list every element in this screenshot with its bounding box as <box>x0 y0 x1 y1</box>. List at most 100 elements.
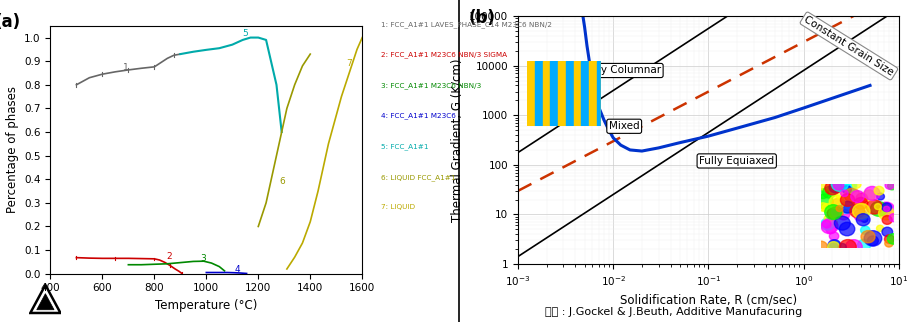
Circle shape <box>835 190 845 199</box>
Circle shape <box>829 232 839 240</box>
Text: 3: 3 <box>200 254 205 263</box>
Circle shape <box>839 222 855 236</box>
Circle shape <box>838 243 846 251</box>
Bar <box>578 61 581 126</box>
Circle shape <box>889 214 899 222</box>
Bar <box>589 61 592 126</box>
X-axis label: Temperature (°C): Temperature (°C) <box>155 299 258 312</box>
Bar <box>543 61 547 126</box>
Circle shape <box>882 216 892 224</box>
Circle shape <box>877 193 884 200</box>
Bar <box>562 61 566 126</box>
Circle shape <box>841 178 856 192</box>
Circle shape <box>834 181 844 190</box>
Circle shape <box>882 203 891 212</box>
Circle shape <box>856 214 870 226</box>
Circle shape <box>841 180 856 193</box>
Bar <box>566 61 569 126</box>
Circle shape <box>885 235 894 243</box>
Circle shape <box>864 186 880 200</box>
Circle shape <box>878 203 891 215</box>
Circle shape <box>877 225 883 232</box>
Circle shape <box>829 207 843 219</box>
Circle shape <box>817 189 829 199</box>
Bar <box>581 61 585 126</box>
Bar <box>597 61 601 126</box>
Circle shape <box>821 218 834 230</box>
Text: 5: 5 <box>243 29 249 38</box>
Circle shape <box>885 181 894 189</box>
Circle shape <box>856 193 867 204</box>
Circle shape <box>821 219 838 234</box>
Bar <box>574 61 578 126</box>
Circle shape <box>875 204 881 210</box>
Circle shape <box>851 191 864 203</box>
Circle shape <box>831 176 848 191</box>
Circle shape <box>841 194 855 206</box>
Text: 4: FCC_A1#1 M23C6: 4: FCC_A1#1 M23C6 <box>381 113 456 119</box>
Text: 6: 6 <box>279 177 285 186</box>
Circle shape <box>829 195 845 209</box>
Circle shape <box>885 240 893 247</box>
Circle shape <box>825 181 840 195</box>
Bar <box>531 61 535 126</box>
Circle shape <box>836 205 843 212</box>
Circle shape <box>878 202 895 217</box>
Bar <box>527 61 531 126</box>
Bar <box>585 61 589 126</box>
Circle shape <box>824 205 842 220</box>
Circle shape <box>827 208 838 219</box>
Text: 1: 1 <box>123 63 129 72</box>
Bar <box>554 61 558 126</box>
Text: 6: LIQUID FCC_A1#1: 6: LIQUID FCC_A1#1 <box>381 174 455 181</box>
Circle shape <box>863 190 876 201</box>
Circle shape <box>832 207 842 217</box>
Circle shape <box>830 219 837 226</box>
Text: (a): (a) <box>0 14 20 31</box>
Text: Fully Equiaxed: Fully Equiaxed <box>699 156 774 166</box>
Text: 5: FCC_A1#1: 5: FCC_A1#1 <box>381 143 428 150</box>
Circle shape <box>845 240 862 254</box>
Text: 2: FCC_A1#1 M23C6 NBN/3 SIGMA: 2: FCC_A1#1 M23C6 NBN/3 SIGMA <box>381 52 507 58</box>
Text: 3: FCC_A1#1 M23C6 NBN/3: 3: FCC_A1#1 M23C6 NBN/3 <box>381 82 481 89</box>
X-axis label: Solidification Rate, R (cm/sec): Solidification Rate, R (cm/sec) <box>620 293 797 306</box>
Circle shape <box>826 225 836 233</box>
Circle shape <box>860 226 870 234</box>
Circle shape <box>841 201 855 213</box>
Circle shape <box>870 202 887 216</box>
Circle shape <box>816 194 834 209</box>
Circle shape <box>855 197 867 209</box>
Circle shape <box>839 240 856 254</box>
Circle shape <box>853 204 870 219</box>
Circle shape <box>815 241 827 252</box>
Circle shape <box>844 188 860 202</box>
Y-axis label: Percentage of phases: Percentage of phases <box>6 86 18 213</box>
Circle shape <box>839 201 853 213</box>
Circle shape <box>862 213 868 218</box>
Circle shape <box>837 209 850 220</box>
Circle shape <box>859 213 867 220</box>
Circle shape <box>823 186 835 198</box>
Circle shape <box>819 178 834 191</box>
Bar <box>558 61 562 126</box>
Circle shape <box>823 220 831 228</box>
Text: 7: 7 <box>347 59 352 68</box>
Circle shape <box>874 186 884 195</box>
Bar <box>569 61 573 126</box>
Circle shape <box>867 236 878 246</box>
Circle shape <box>866 200 882 214</box>
Circle shape <box>828 240 841 251</box>
Polygon shape <box>37 294 54 310</box>
Circle shape <box>852 181 861 188</box>
Circle shape <box>828 242 839 252</box>
Circle shape <box>824 215 833 222</box>
Text: 출처 : J.Gockel & J.Beuth, Additive Manufacuring: 출처 : J.Gockel & J.Beuth, Additive Manufa… <box>546 307 802 317</box>
Text: (b): (b) <box>469 9 495 27</box>
Circle shape <box>834 216 850 230</box>
Bar <box>601 61 604 126</box>
Text: Constant Grain Size: Constant Grain Size <box>802 14 896 78</box>
Circle shape <box>861 216 868 222</box>
Circle shape <box>854 209 867 221</box>
Text: Mixed: Mixed <box>609 121 639 131</box>
Text: 4: 4 <box>235 265 240 274</box>
